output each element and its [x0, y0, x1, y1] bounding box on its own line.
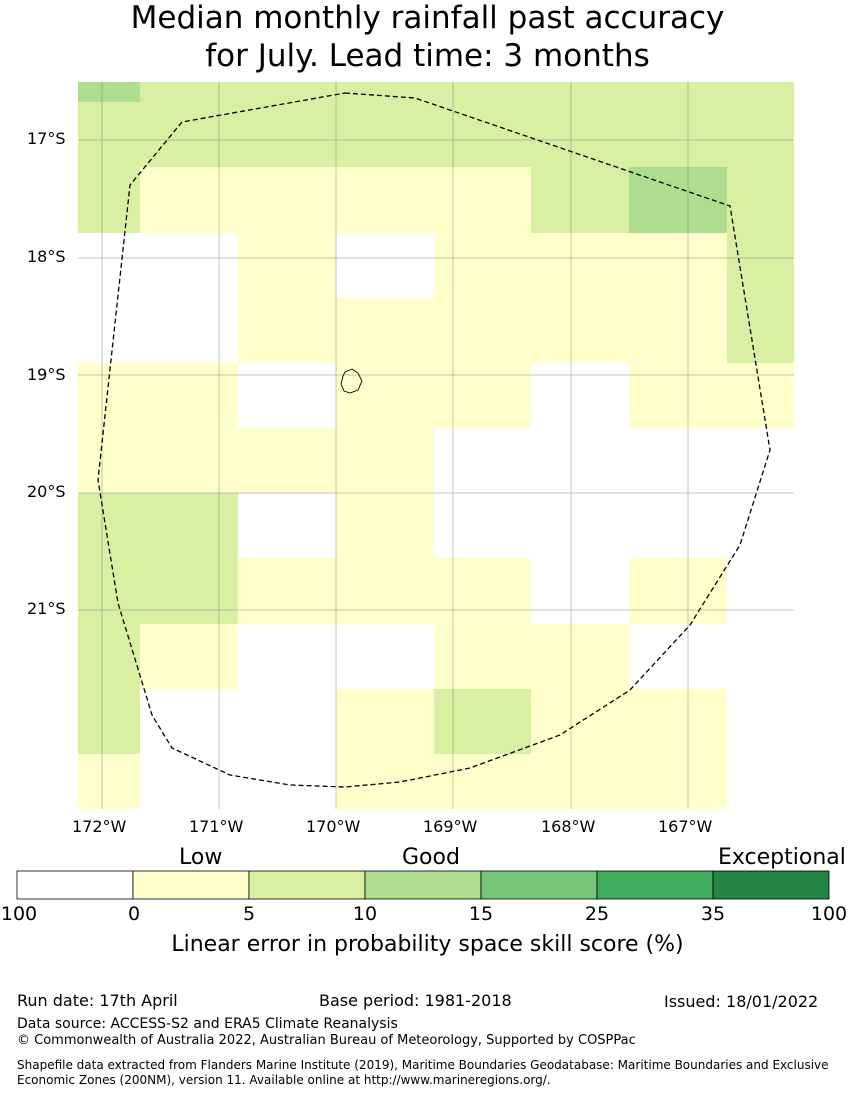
graticule — [78, 82, 794, 809]
grid-cell — [78, 754, 140, 809]
base-period: Base period: 1981-2018 — [319, 991, 512, 1010]
colorbar-tick: 35 — [700, 903, 726, 925]
eez-boundary — [97, 92, 771, 788]
grid-cell — [78, 363, 794, 428]
colorbar-swatch — [132, 870, 250, 900]
grid-cell — [336, 493, 434, 558]
lat-label-20s: 20°S — [27, 482, 66, 501]
lon-label-169w: 169°W — [423, 817, 478, 836]
colorbar-swatch — [480, 870, 598, 900]
colorbar-tick: 10 — [352, 903, 378, 925]
grid-cell — [727, 233, 794, 298]
grid-cell — [727, 298, 794, 363]
colorbar-swatch — [364, 870, 482, 900]
grid-cell — [434, 624, 629, 689]
colorbar-swatch — [248, 870, 366, 900]
grid-cell — [629, 167, 727, 233]
grid-cell — [78, 82, 794, 167]
grid-cell — [336, 233, 434, 298]
data-source: Data source: ACCESS-S2 and ERA5 Climate … — [17, 1016, 398, 1032]
grid-cell — [78, 558, 238, 624]
colorbar-category-low: Low — [179, 845, 223, 870]
grid-cell — [78, 493, 238, 558]
run-date: Run date: 17th April — [17, 991, 178, 1010]
grid-cell — [140, 167, 531, 233]
colorbar-tick: 0 — [127, 903, 141, 925]
colorbar-category-good: Good — [402, 845, 460, 870]
colorbar-title: Linear error in probability space skill … — [171, 932, 684, 957]
colorbar-tick: 15 — [468, 903, 494, 925]
lon-label-172w: 172°W — [72, 817, 127, 836]
colorbar-swatch — [596, 870, 714, 900]
grid-cell — [434, 689, 531, 754]
lat-label-21s: 21°S — [27, 599, 66, 618]
grid-cell — [531, 363, 629, 428]
lon-label-171w: 171°W — [189, 817, 244, 836]
grid-cell — [434, 428, 794, 493]
grid-cell — [336, 689, 434, 754]
colorbar-tick: 5 — [242, 903, 256, 925]
colorbar — [16, 870, 830, 900]
grid-cell — [336, 754, 727, 809]
colorbar-category-exceptional: Exceptional — [718, 845, 846, 870]
niue-island-outline — [340, 368, 363, 394]
colorbar-tick: 100 — [0, 903, 38, 925]
lon-label-170w: 170°W — [306, 817, 361, 836]
grid-cell — [78, 624, 140, 689]
lon-label-167w: 167°W — [658, 817, 713, 836]
grid-cell — [140, 624, 238, 689]
map-title-line1: Median monthly rainfall past accuracy — [130, 0, 725, 36]
grid-cell — [78, 82, 140, 102]
lat-label-17s: 17°S — [27, 129, 66, 148]
colorbar-swatch — [712, 870, 830, 900]
grid-cell — [727, 558, 794, 624]
grid-cell — [78, 233, 238, 298]
grid-cell — [531, 558, 629, 624]
issued-date: Issued: 18/01/2022 — [664, 992, 819, 1011]
grid-cell — [78, 689, 140, 754]
colorbar-swatch — [16, 870, 134, 900]
grid-cell — [531, 689, 727, 754]
grid-cell — [238, 363, 336, 428]
skill-grid — [78, 82, 794, 809]
shapefile-credit: Shapefile data extracted from Flanders M… — [17, 1058, 829, 1087]
copyright: © Commonwealth of Australia 2022, Austra… — [17, 1033, 636, 1048]
grid-cell — [78, 298, 238, 363]
map-title-line2: for July. Lead time: 3 months — [205, 38, 650, 74]
lat-label-18s: 18°S — [27, 247, 66, 266]
colorbar-tick: 100 — [810, 903, 848, 925]
colorbar-tick: 25 — [584, 903, 610, 925]
lon-label-168w: 168°W — [541, 817, 596, 836]
lat-label-19s: 19°S — [27, 365, 66, 384]
